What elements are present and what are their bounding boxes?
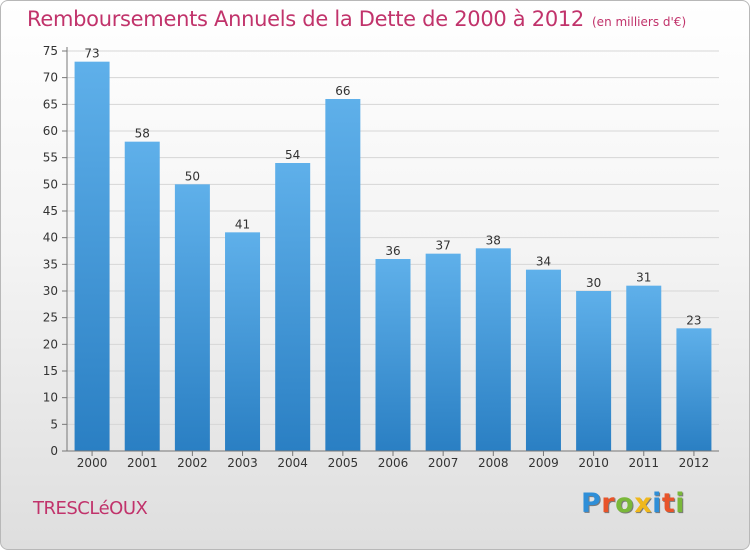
y-tick-label: 60 — [43, 124, 58, 138]
y-tick-label: 35 — [43, 257, 58, 271]
x-tick-label-2011: 2011 — [628, 456, 659, 470]
value-label-2000: 73 — [84, 47, 99, 61]
value-label-2001: 58 — [135, 127, 150, 141]
chart-title-text: Remboursements Annuels de la Dette de 20… — [27, 7, 584, 31]
x-tick-label-2005: 2005 — [328, 456, 359, 470]
logo-letter: t — [661, 488, 676, 519]
bar-2010 — [576, 291, 612, 451]
value-label-2005: 66 — [335, 84, 350, 98]
bar-2001 — [124, 141, 160, 451]
logo-letter: o — [615, 488, 635, 519]
value-label-2008: 38 — [486, 233, 501, 247]
axes — [62, 47, 719, 456]
x-tick-label-2010: 2010 — [578, 456, 609, 470]
x-tick-labels: 2000 2001 2002 2003 2004 2005 2006 2007 2008 2009… — [77, 456, 709, 470]
chart-title: Remboursements Annuels de la Dette de 20… — [27, 7, 686, 31]
y-tick-label: 0 — [50, 444, 58, 458]
chart-unit: (en milliers d'€) — [592, 15, 687, 29]
y-tick-label: 10 — [43, 391, 58, 405]
x-tick-label-2009: 2009 — [528, 456, 559, 470]
logo-letter: x — [634, 488, 653, 519]
y-tick-label: 50 — [43, 177, 58, 191]
y-tick-label: 55 — [43, 151, 58, 165]
logo-letter: i — [652, 488, 662, 519]
bars — [74, 61, 712, 452]
value-label-2009: 34 — [536, 255, 551, 269]
proxiti-logo[interactable]: Proxiti — [581, 488, 685, 519]
y-tick-label: 75 — [43, 44, 58, 58]
value-label-2004: 54 — [285, 148, 300, 162]
value-label-2012: 23 — [686, 313, 701, 327]
x-tick-label-2004: 2004 — [277, 456, 308, 470]
y-tick-label: 65 — [43, 97, 58, 111]
bar-2000 — [74, 61, 110, 452]
y-tick-label: 45 — [43, 204, 58, 218]
logo-letter: P — [581, 488, 602, 519]
bar-2012 — [676, 328, 712, 451]
logo-letter: r — [601, 488, 616, 519]
y-tick-label: 30 — [43, 284, 58, 298]
y-tick-label: 70 — [43, 71, 58, 85]
logo-letter: i — [675, 488, 686, 519]
x-tick-label-2012: 2012 — [679, 456, 710, 470]
x-tick-label-2007: 2007 — [428, 456, 459, 470]
bar-2005 — [325, 99, 361, 451]
x-tick-label-2008: 2008 — [478, 456, 509, 470]
x-tick-label-2000: 2000 — [77, 456, 108, 470]
bar-2011 — [626, 285, 662, 451]
value-label-2003: 41 — [235, 217, 250, 231]
value-label-2007: 37 — [436, 239, 451, 253]
y-tick-labels: 0 5 10 15 20 25 30 35 40 45 50 55 60 65 70 75 — [43, 44, 58, 458]
bar-2009 — [525, 269, 561, 451]
x-tick-label-2006: 2006 — [378, 456, 409, 470]
bar-2006 — [375, 259, 411, 451]
value-label-2010: 30 — [586, 276, 601, 290]
place-name: TRESCLéOUX — [33, 498, 148, 519]
value-label-2002: 50 — [185, 169, 200, 183]
y-tick-label: 40 — [43, 231, 58, 245]
value-labels: 73 58 50 41 54 66 36 37 38 34 30 31 23 — [84, 47, 701, 328]
y-tick-label: 15 — [43, 364, 58, 378]
bar-2004 — [275, 163, 311, 451]
y-tick-label: 20 — [43, 337, 58, 351]
bar-2008 — [475, 248, 511, 451]
bar-2003 — [225, 232, 261, 451]
x-tick-label-2003: 2003 — [227, 456, 258, 470]
y-tick-label: 5 — [50, 417, 58, 431]
value-label-2011: 31 — [636, 271, 651, 285]
x-tick-label-2002: 2002 — [177, 456, 208, 470]
value-label-2006: 36 — [385, 244, 400, 258]
bar-2002 — [174, 184, 210, 452]
x-tick-label-2001: 2001 — [127, 456, 158, 470]
bar-2007 — [425, 253, 461, 451]
y-tick-label: 25 — [43, 311, 58, 325]
